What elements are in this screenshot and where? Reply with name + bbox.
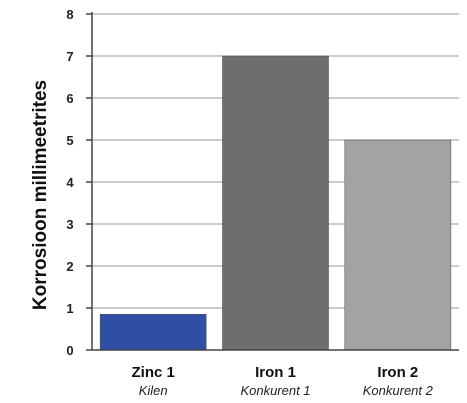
axes — [91, 12, 459, 351]
y-tick-label: 1 — [66, 301, 73, 316]
y-tick-label: 5 — [66, 133, 73, 148]
y-axis-label: Korrosioon millimeetrites — [30, 80, 51, 310]
y-ticks: 0 1 2 3 4 5 6 7 8 — [66, 7, 92, 358]
x-subcategory-label: Kilen — [139, 383, 168, 398]
bars — [99, 55, 452, 351]
bar-iron-1 — [222, 55, 329, 351]
x-category-label: Iron 1 — [255, 364, 296, 381]
y-tick-label: 7 — [66, 49, 73, 64]
bar-zinc-1 — [99, 313, 207, 351]
bar-iron-2 — [344, 139, 452, 351]
y-tick-label: 4 — [66, 175, 74, 190]
x-subcategory-label: Konkurent 2 — [363, 383, 434, 398]
y-tick-label: 2 — [66, 259, 73, 274]
x-category-label: Zinc 1 — [131, 364, 174, 381]
x-category-label: Iron 2 — [377, 364, 418, 381]
y-tick-label: 6 — [66, 91, 73, 106]
y-tick-label: 0 — [66, 343, 73, 358]
x-subcategory-label: Konkurent 1 — [240, 383, 310, 398]
x-labels: Zinc 1 Kilen Iron 1 Konkurent 1 Iron 2 Konkur… — [131, 364, 433, 398]
y-tick-label: 8 — [66, 7, 73, 22]
y-tick-label: 3 — [66, 217, 73, 232]
